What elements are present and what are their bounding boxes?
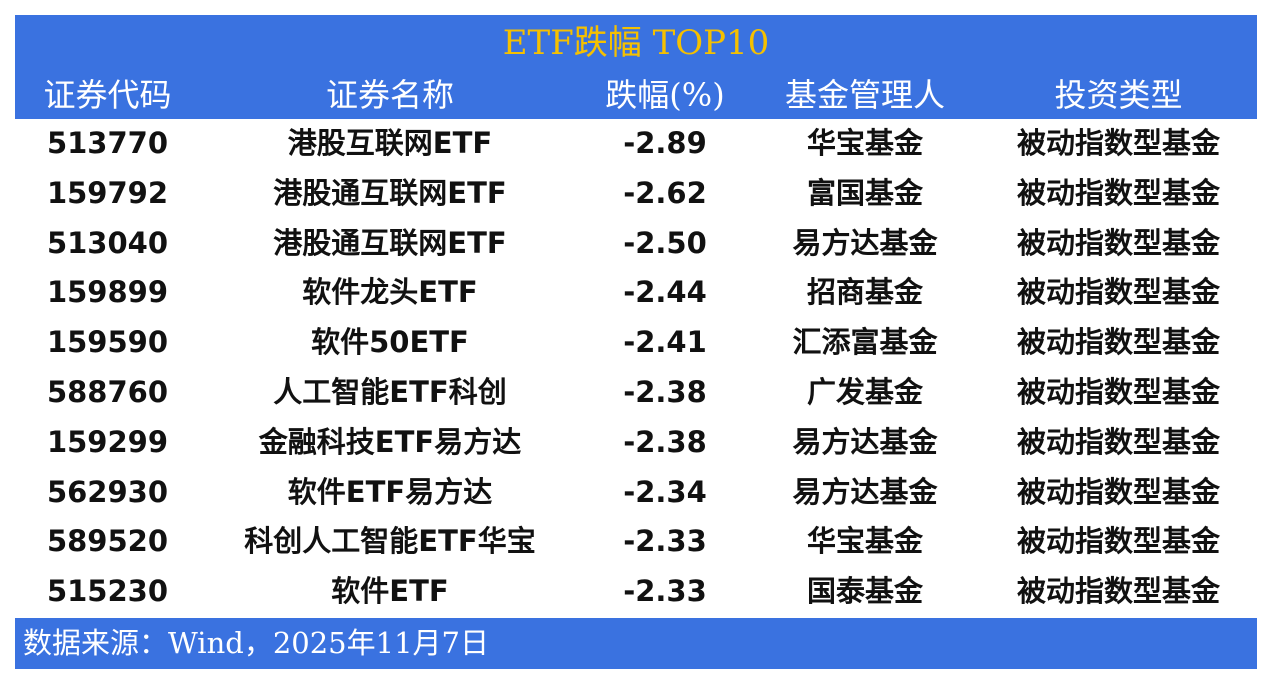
cell-name: 金融科技ETF易方达 — [258, 424, 522, 459]
cell-type: 被动指数型基金 — [1016, 126, 1220, 160]
cell-change: -2.62 — [623, 175, 707, 210]
cell-manager: 华宝基金 — [806, 524, 923, 559]
cell-change: -2.33 — [623, 574, 707, 609]
table-header: ETF跌幅 TOP10 证券代码 证券名称 跌幅(%) 基金管理人 投资类型 — [15, 15, 1257, 119]
cell-code: 515230 — [46, 574, 169, 609]
cell-change: -2.44 — [623, 275, 707, 310]
table-title: ETF跌幅 TOP10 — [502, 23, 770, 63]
cell-code: 513040 — [46, 225, 169, 260]
table-row: 159590 软件50ETF -2.41 汇添富基金 被动指数型基金 — [15, 318, 1257, 368]
column-header-name: 证券名称 — [325, 76, 454, 114]
cell-name: 港股互联网ETF — [287, 126, 493, 160]
cell-change: -2.38 — [623, 424, 707, 459]
cell-code: 513770 — [46, 126, 169, 160]
table-body: 513770 港股互联网ETF -2.89 华宝基金 被动指数型基金 159792 港股通互… — [15, 119, 1257, 617]
cell-code: 159299 — [46, 424, 169, 459]
column-header-type: 投资类型 — [1054, 76, 1183, 114]
table-row: 588760 人工智能ETF科创 -2.38 广发基金 被动指数型基金 — [15, 368, 1257, 418]
cell-change: -2.89 — [623, 126, 707, 160]
cell-manager: 易方达基金 — [792, 225, 938, 260]
cell-name: 人工智能ETF科创 — [273, 374, 507, 409]
cell-manager: 汇添富基金 — [792, 325, 938, 360]
table-row: 562930 软件ETF易方达 -2.34 易方达基金 被动指数型基金 — [15, 468, 1257, 518]
table-row: 515230 软件ETF -2.33 国泰基金 被动指数型基金 — [15, 567, 1257, 617]
cell-type: 被动指数型基金 — [1016, 225, 1220, 260]
cell-change: -2.34 — [623, 474, 707, 509]
cell-type: 被动指数型基金 — [1016, 424, 1220, 459]
table-row: 513040 港股通互联网ETF -2.50 易方达基金 被动指数型基金 — [15, 219, 1257, 269]
cell-code: 589520 — [46, 524, 169, 559]
cell-type: 被动指数型基金 — [1016, 374, 1220, 409]
source-footer: 数据来源：Wind，2025年11月7日 — [15, 617, 1257, 669]
cell-name: 港股通互联网ETF — [273, 175, 507, 210]
column-header-manager: 基金管理人 — [784, 76, 945, 114]
cell-type: 被动指数型基金 — [1016, 275, 1220, 310]
table-row: 159792 港股通互联网ETF -2.62 富国基金 被动指数型基金 — [15, 169, 1257, 219]
etf-table: ETF跌幅 TOP10 证券代码 证券名称 跌幅(%) 基金管理人 投资类型 5… — [15, 15, 1257, 669]
cell-code: 588760 — [46, 374, 169, 409]
table-row: 159299 金融科技ETF易方达 -2.38 易方达基金 被动指数型基金 — [15, 418, 1257, 468]
table-row: 159899 软件龙头ETF -2.44 招商基金 被动指数型基金 — [15, 268, 1257, 318]
cell-code: 159899 — [46, 275, 169, 310]
column-header-code: 证券代码 — [43, 76, 172, 114]
cell-type: 被动指数型基金 — [1016, 574, 1220, 609]
cell-code: 562930 — [46, 474, 169, 509]
cell-code: 159792 — [46, 175, 169, 210]
cell-type: 被动指数型基金 — [1016, 175, 1220, 210]
cell-manager: 易方达基金 — [792, 424, 938, 459]
cell-change: -2.41 — [623, 325, 707, 360]
column-headers: 证券代码 证券名称 跌幅(%) 基金管理人 投资类型 — [15, 73, 1257, 117]
cell-manager: 国泰基金 — [806, 574, 923, 609]
cell-change: -2.33 — [623, 524, 707, 559]
cell-manager: 易方达基金 — [792, 474, 938, 509]
cell-code: 159590 — [46, 325, 169, 360]
cell-change: -2.38 — [623, 374, 707, 409]
cell-manager: 富国基金 — [806, 175, 923, 210]
table-row: 513770 港股互联网ETF -2.89 华宝基金 被动指数型基金 — [15, 119, 1257, 169]
cell-name: 港股通互联网ETF — [273, 225, 507, 260]
cell-manager: 广发基金 — [806, 374, 923, 409]
table-row: 589520 科创人工智能ETF华宝 -2.33 华宝基金 被动指数型基金 — [15, 517, 1257, 567]
cell-name: 软件ETF易方达 — [287, 474, 493, 509]
cell-name: 软件50ETF — [311, 325, 469, 360]
cell-type: 被动指数型基金 — [1016, 524, 1220, 559]
cell-type: 被动指数型基金 — [1016, 474, 1220, 509]
cell-name: 科创人工智能ETF华宝 — [244, 524, 536, 559]
cell-type: 被动指数型基金 — [1016, 325, 1220, 360]
cell-name: 软件ETF — [331, 574, 449, 609]
cell-manager: 华宝基金 — [806, 126, 923, 160]
cell-change: -2.50 — [623, 225, 707, 260]
cell-name: 软件龙头ETF — [302, 275, 478, 310]
column-header-change: 跌幅(%) — [605, 76, 725, 114]
cell-manager: 招商基金 — [806, 275, 923, 310]
